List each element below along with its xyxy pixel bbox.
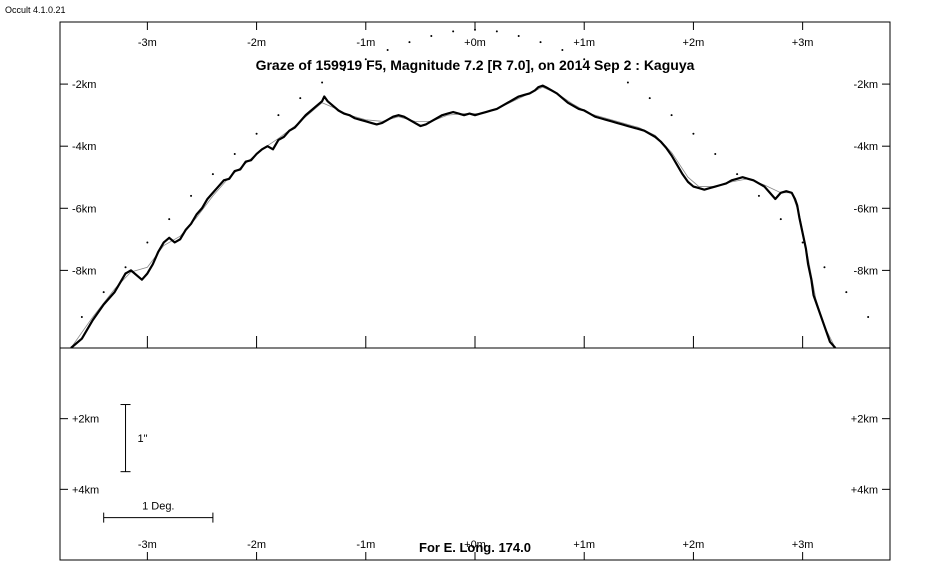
svg-text:+3m: +3m bbox=[792, 37, 814, 49]
svg-text:+2km: +2km bbox=[851, 414, 878, 426]
svg-text:-2m: -2m bbox=[247, 37, 266, 49]
svg-text:-6km: -6km bbox=[72, 203, 96, 215]
svg-text:+2m: +2m bbox=[683, 539, 705, 551]
graze-profile-chart: -3m-2m-1m+0m+1m+2m+3m-3m-2m-1m+0m+1m+2m+… bbox=[0, 0, 950, 580]
svg-text:1": 1" bbox=[138, 433, 148, 445]
svg-text:+1m: +1m bbox=[573, 37, 595, 49]
svg-text:-8km: -8km bbox=[72, 265, 96, 277]
svg-text:-8km: -8km bbox=[854, 265, 878, 277]
svg-text:-3m: -3m bbox=[138, 37, 157, 49]
svg-text:+0m: +0m bbox=[464, 37, 486, 49]
svg-text:-4km: -4km bbox=[72, 141, 96, 153]
version-label: Occult 4.1.0.21 bbox=[5, 5, 66, 15]
svg-text:-6km: -6km bbox=[854, 203, 878, 215]
svg-text:1 Deg.: 1 Deg. bbox=[142, 501, 174, 513]
svg-text:For E. Long. 174.0: For E. Long. 174.0 bbox=[419, 540, 531, 555]
svg-text:+1m: +1m bbox=[573, 539, 595, 551]
svg-text:-2km: -2km bbox=[854, 79, 878, 91]
svg-text:+4km: +4km bbox=[851, 484, 878, 496]
svg-text:-1m: -1m bbox=[356, 37, 375, 49]
svg-text:-2m: -2m bbox=[247, 539, 266, 551]
svg-text:-3m: -3m bbox=[138, 539, 157, 551]
svg-text:+2km: +2km bbox=[72, 414, 99, 426]
svg-text:-2km: -2km bbox=[72, 79, 96, 91]
svg-text:+4km: +4km bbox=[72, 484, 99, 496]
svg-text:Graze of 159919 F5, Magnitud: Graze of 159919 F5, Magnitude 7.2 [R 7.0… bbox=[256, 57, 695, 73]
svg-text:+2m: +2m bbox=[683, 37, 705, 49]
svg-text:-4km: -4km bbox=[854, 141, 878, 153]
svg-text:+3m: +3m bbox=[792, 539, 814, 551]
svg-text:-1m: -1m bbox=[356, 539, 375, 551]
